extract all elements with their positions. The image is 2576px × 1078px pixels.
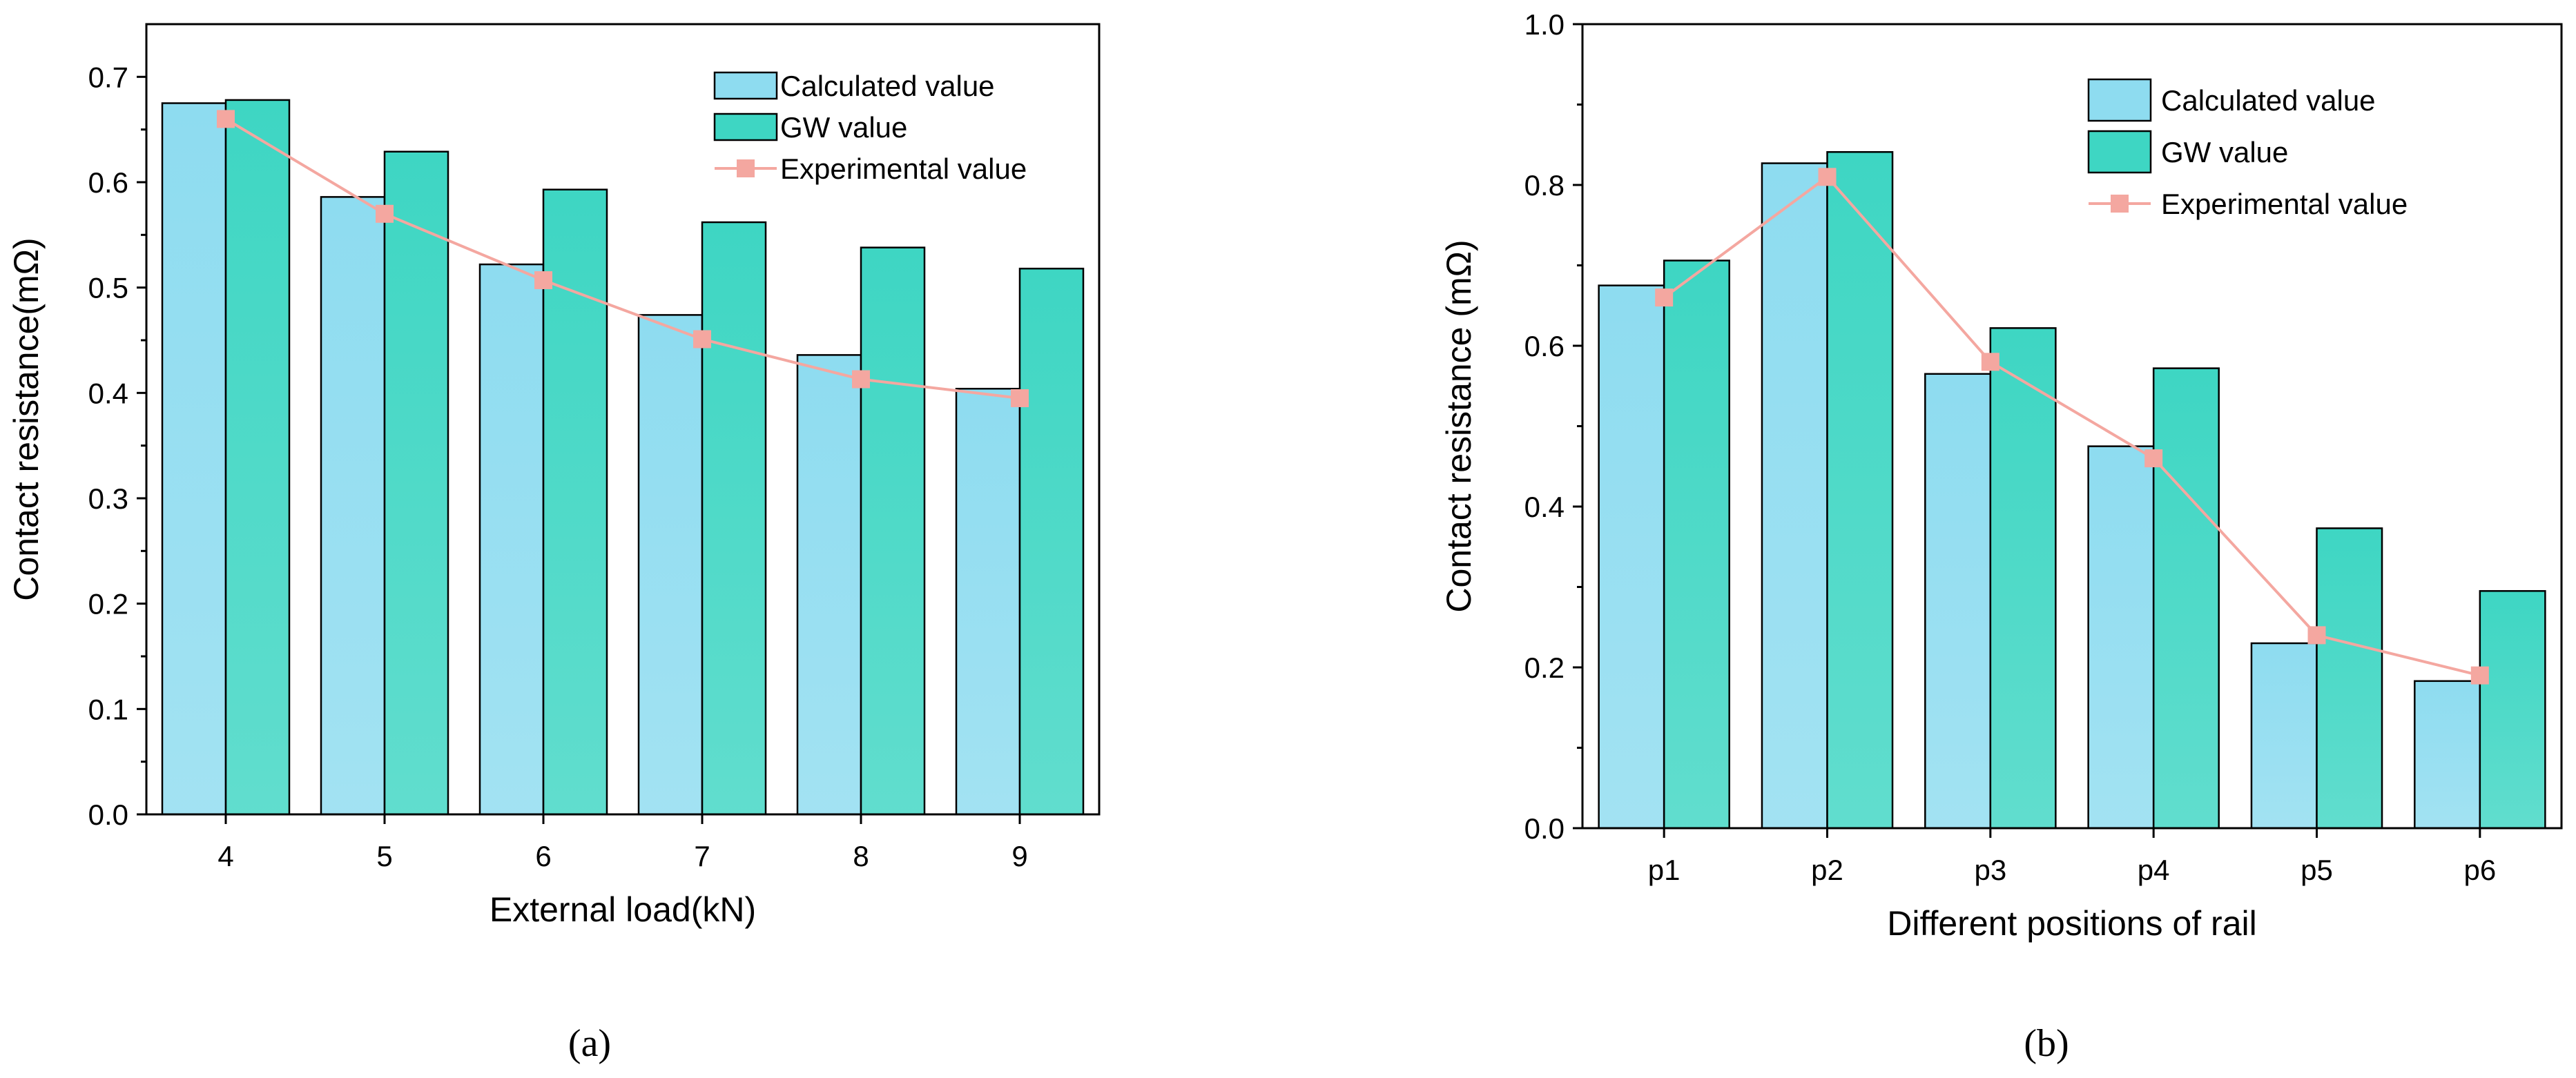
bar-gw-value-5 xyxy=(383,150,449,816)
bar-calculated-value-6 xyxy=(478,263,545,816)
bar-gw-value-6 xyxy=(542,188,608,816)
x-tick-label: 4 xyxy=(217,840,233,872)
marker-experimental-p5 xyxy=(2307,626,2326,645)
x-tick-label: 7 xyxy=(694,840,710,872)
bar-gw-value-8 xyxy=(860,246,926,816)
legend-swatch-experimental-marker xyxy=(737,159,755,177)
y-tick-label: 0.2 xyxy=(88,588,128,620)
marker-experimental-5 xyxy=(376,204,394,223)
subfigure-label: (a) xyxy=(568,1022,611,1065)
y-tick-label: 0.0 xyxy=(88,798,128,831)
y-tick-label: 0.5 xyxy=(88,272,128,304)
bar-gw-value-7 xyxy=(701,221,767,816)
legend-label: GW value xyxy=(780,111,907,144)
legend: Calculated value GW value Experimental val… xyxy=(713,70,1027,185)
legend-label: Experimental value xyxy=(2161,188,2408,220)
y-tick-label: 0.6 xyxy=(1524,330,1565,362)
x-tick-label: p2 xyxy=(1811,854,1843,886)
marker-experimental-6 xyxy=(534,271,552,289)
line-experimental-value xyxy=(224,117,1020,400)
marker-experimental-7 xyxy=(693,330,711,349)
x-axis-label: External load(kN) xyxy=(490,890,756,929)
bar-gw-value-p1 xyxy=(1663,259,1730,830)
x-tick-label: p3 xyxy=(1974,854,2006,886)
y-axis-label: Contact resistance(mΩ) xyxy=(7,237,46,600)
y-tick-label: 0.1 xyxy=(88,693,128,725)
legend: Calculated value GW value Experimental val… xyxy=(2087,78,2408,220)
bar-calculated-value-p4 xyxy=(2087,445,2155,830)
bar-calculated-value-4 xyxy=(161,102,227,816)
legend-label: Calculated value xyxy=(2161,84,2376,117)
y-tick-label: 0.7 xyxy=(88,61,128,93)
bar-gw-value-p5 xyxy=(2316,527,2383,830)
x-tick-label: p5 xyxy=(2301,854,2333,886)
x-tick-label: 5 xyxy=(376,840,392,872)
legend-swatch-calculated-value xyxy=(2087,78,2152,122)
bar-gw-value-p2 xyxy=(1826,150,1894,830)
legend-label: GW value xyxy=(2161,136,2288,168)
line-experimental-value xyxy=(1663,175,2481,677)
bar-gw-value-9 xyxy=(1018,267,1085,816)
y-tick-label: 0.4 xyxy=(88,377,128,409)
marker-experimental-8 xyxy=(852,370,870,389)
bar-calculated-value-p6 xyxy=(2414,680,2481,830)
y-tick-label: 1.0 xyxy=(1524,8,1565,41)
bar-gw-value-p3 xyxy=(1989,327,2057,830)
bar-gw-value-p6 xyxy=(2479,590,2546,830)
y-tick-label: 0.2 xyxy=(1524,651,1565,684)
bar-calculated-value-p2 xyxy=(1761,162,1828,830)
bar-calculated-value-p1 xyxy=(1598,284,1665,830)
bar-gw-value-p4 xyxy=(2152,367,2220,830)
x-tick-label: 6 xyxy=(535,840,551,872)
bar-calculated-value-p3 xyxy=(1924,373,1992,830)
bar-calculated-value-7 xyxy=(637,314,704,816)
bar-calculated-value-8 xyxy=(796,354,862,816)
marker-experimental-p6 xyxy=(2470,666,2489,685)
x-tick-label: 9 xyxy=(1011,840,1027,872)
marker-experimental-9 xyxy=(1011,389,1029,407)
x-tick-label: p4 xyxy=(2138,854,2170,886)
bar-calculated-value-p5 xyxy=(2250,642,2318,830)
legend-swatch-gw-value xyxy=(713,112,778,141)
chart-panel-b: 0.0 0.2 0.4 0.6 0.8 1.0 p1 p2 p3 p4 p5 p6 Different … xyxy=(1440,8,2563,1065)
legend-swatch-calculated-value xyxy=(713,71,778,100)
plot-frame xyxy=(145,23,1101,816)
x-tick-label: p6 xyxy=(2463,854,2496,886)
legend-swatch-experimental-marker xyxy=(2111,195,2129,213)
legend-label: Experimental value xyxy=(780,153,1027,185)
x-tick-label: p1 xyxy=(1648,854,1681,886)
bar-gw-value-4 xyxy=(224,99,291,816)
marker-experimental-p2 xyxy=(1818,168,1837,186)
legend-label: Calculated value xyxy=(780,70,995,102)
marker-experimental-p4 xyxy=(2144,449,2163,468)
y-axis-label: Contact resistance (mΩ) xyxy=(1440,239,1478,612)
y-tick-label: 0.8 xyxy=(1524,169,1565,202)
legend-swatch-gw-value xyxy=(2087,130,2152,174)
y-tick-label: 0.4 xyxy=(1524,491,1565,523)
chart-panel-a: 0.0 0.1 0.2 0.3 0.4 0.5 0.6 0.7 4 5 6 7 8 9 External l… xyxy=(7,23,1101,1065)
marker-experimental-4 xyxy=(217,110,235,128)
y-tick-label: 0.0 xyxy=(1524,812,1565,845)
x-axis-label: Different positions of rail xyxy=(1887,904,2256,943)
marker-experimental-p1 xyxy=(1655,288,1674,307)
marker-experimental-p3 xyxy=(1981,353,1999,371)
bar-calculated-value-9 xyxy=(955,387,1021,816)
subfigure-label: (b) xyxy=(2024,1022,2069,1065)
x-tick-label: 8 xyxy=(853,840,869,872)
bar-calculated-value-5 xyxy=(320,196,386,816)
y-tick-label: 0.3 xyxy=(88,482,128,515)
y-tick-label: 0.6 xyxy=(88,166,128,199)
